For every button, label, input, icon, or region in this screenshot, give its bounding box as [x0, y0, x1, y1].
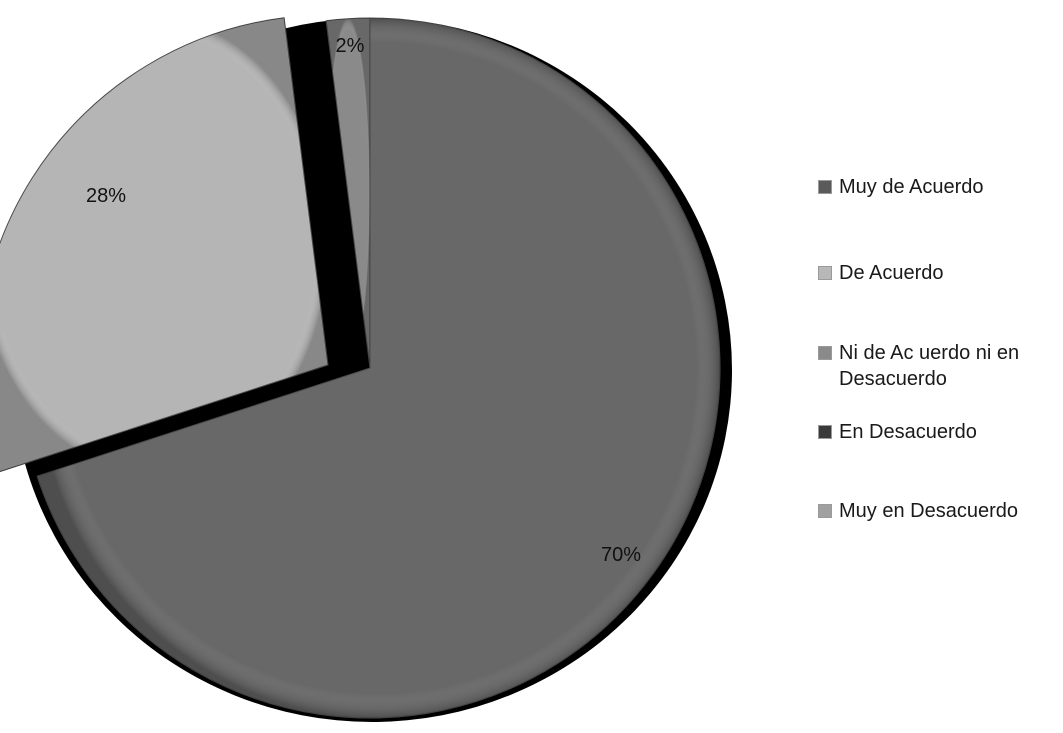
legend-swatch-en-desacuerdo [818, 425, 832, 439]
legend-label-de-acuerdo: De Acuerdo [839, 262, 944, 284]
pie-slice-shade-0 [37, 18, 721, 718]
pie-data-labels: 70% 28% 2% [86, 35, 641, 566]
legend-item-muy-en-desacuerdo: Muy en Desacuerdo [818, 498, 1018, 524]
legend-label-muy-en-desacuerdo: Muy en Desacuerdo [839, 500, 1018, 522]
pie-data-label-1: 28% [86, 185, 126, 207]
legend-swatch-muy-en-desacuerdo [818, 504, 832, 518]
legend-label-en-desacuerdo: En Desacuerdo [839, 421, 977, 443]
legend-item-en-desacuerdo: En Desacuerdo [818, 419, 977, 445]
legend-item-ni-de-acuerdo: Ni de Ac uerdo ni en Desacuerdo [818, 340, 1019, 392]
pie-slice-shade-2 [326, 18, 370, 368]
pie-data-label-2: 2% [336, 35, 365, 57]
legend-swatch-muy-de-acuerdo [818, 180, 832, 194]
pie-slice-shade-1 [0, 17, 328, 472]
pie-data-label-0: 70% [601, 544, 641, 566]
legend-item-de-acuerdo: De Acuerdo [818, 260, 944, 286]
pie-slices [0, 17, 721, 719]
legend-label-muy-de-acuerdo: Muy de Acuerdo [839, 176, 984, 198]
legend-swatch-de-acuerdo [818, 266, 832, 280]
legend-label-ni-de-acuerdo-line2: Desacuerdo [839, 368, 947, 390]
legend-label-ni-de-acuerdo-line1: Ni de Ac uerdo ni en [839, 342, 1020, 364]
legend-item-muy-de-acuerdo: Muy de Acuerdo [818, 174, 984, 200]
legend-swatch-ni-de-acuerdo [818, 346, 832, 360]
